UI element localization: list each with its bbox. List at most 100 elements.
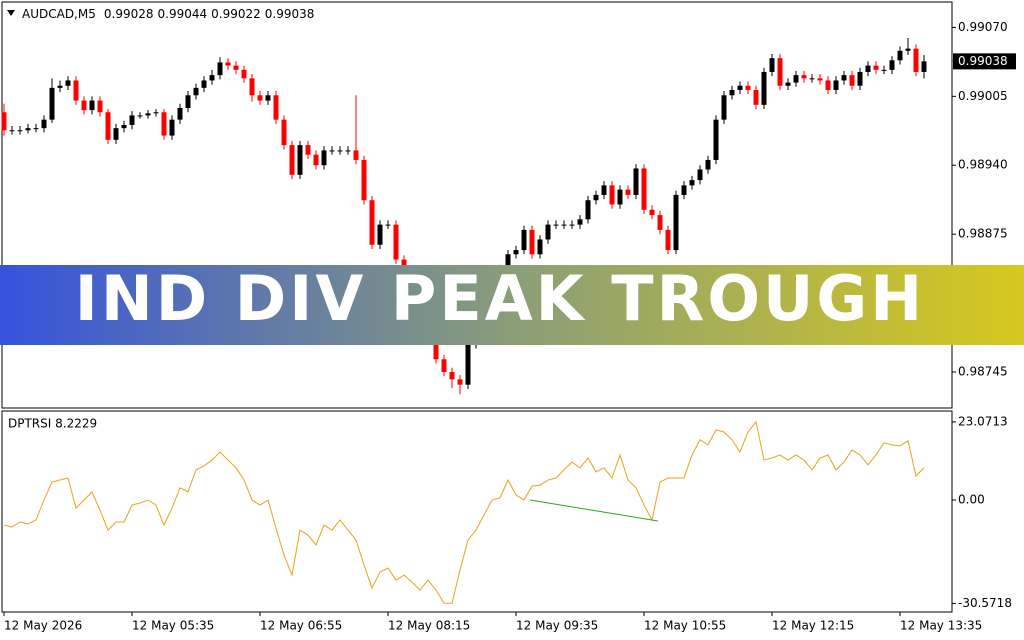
candle-body bbox=[897, 50, 903, 61]
candle-body bbox=[889, 60, 895, 70]
candle-body bbox=[329, 150, 335, 152]
candle-body bbox=[817, 78, 823, 81]
candle-body bbox=[105, 112, 111, 140]
banner bbox=[0, 265, 1024, 345]
menu-triangle[interactable] bbox=[7, 10, 15, 16]
y-tick-label: 0.00 bbox=[958, 492, 985, 506]
candle-body bbox=[41, 119, 47, 129]
candle-body bbox=[169, 119, 175, 136]
y-tick-label: -30.5718 bbox=[958, 596, 1012, 610]
candle-body bbox=[353, 150, 359, 160]
candle-body bbox=[577, 219, 583, 225]
candle-body bbox=[137, 115, 143, 117]
candle-body bbox=[841, 75, 847, 81]
candle-body bbox=[177, 108, 183, 120]
candle-body bbox=[913, 48, 919, 72]
candle-body bbox=[593, 194, 599, 201]
candle-body bbox=[393, 224, 399, 260]
candle-body bbox=[905, 48, 911, 51]
candle-body bbox=[241, 69, 247, 79]
candle-body bbox=[449, 371, 455, 380]
candle-body bbox=[49, 87, 55, 120]
candle-body bbox=[513, 250, 519, 255]
candle-body bbox=[529, 229, 535, 255]
candle-body bbox=[305, 145, 311, 155]
x-tick-label: 12 May 10:55 bbox=[644, 619, 726, 633]
candle-body bbox=[689, 180, 695, 186]
header-high: 0.99044 bbox=[158, 7, 208, 21]
candle-body bbox=[737, 85, 743, 90]
candle-body bbox=[601, 185, 607, 195]
price-panel bbox=[1, 1, 953, 409]
candle-body bbox=[553, 224, 559, 226]
candle-body bbox=[769, 58, 775, 72]
candle-body bbox=[569, 224, 575, 226]
candle-body bbox=[233, 65, 239, 70]
divergence-line bbox=[529, 499, 659, 522]
candle-body bbox=[809, 78, 815, 80]
candle-body bbox=[657, 215, 663, 230]
candle-body bbox=[377, 224, 383, 245]
candle-body bbox=[761, 71, 767, 105]
candle-body bbox=[113, 128, 119, 140]
header-low: 0.99022 bbox=[211, 7, 261, 21]
candle-body bbox=[505, 254, 511, 270]
candle-body bbox=[161, 112, 167, 136]
candle-body bbox=[81, 100, 87, 111]
candle-body bbox=[921, 61, 927, 72]
y-tick-label: 0.98745 bbox=[958, 364, 1008, 378]
candle-body bbox=[265, 95, 271, 101]
candle-body bbox=[33, 128, 39, 130]
candle-body bbox=[297, 145, 303, 175]
candle-body bbox=[257, 95, 263, 101]
candle-body bbox=[545, 224, 551, 240]
candle-body bbox=[433, 339, 439, 360]
indicator-line bbox=[3, 420, 925, 604]
y-tick-label: 0.99005 bbox=[958, 89, 1008, 103]
candle-body bbox=[881, 69, 887, 71]
candle-body bbox=[721, 95, 727, 120]
candle-body bbox=[729, 89, 735, 96]
candle-body bbox=[65, 80, 71, 86]
candle-body bbox=[185, 95, 191, 109]
candle-body bbox=[681, 185, 687, 195]
candle-body bbox=[1, 112, 7, 131]
candle-body bbox=[833, 80, 839, 90]
candle-body bbox=[457, 379, 463, 385]
candle-body bbox=[217, 62, 223, 76]
candle-body bbox=[193, 87, 199, 96]
candle-body bbox=[793, 75, 799, 83]
candle-body bbox=[857, 71, 863, 86]
candle-body bbox=[537, 239, 543, 255]
candle-body bbox=[73, 80, 79, 101]
candle-body bbox=[441, 359, 447, 372]
indicator-panel bbox=[1, 410, 953, 613]
y-tick-label: 0.98940 bbox=[958, 158, 1008, 172]
candle-body bbox=[337, 150, 343, 152]
candle-body bbox=[873, 65, 879, 70]
symbol: AUDCAD,M5 bbox=[22, 7, 96, 21]
x-tick-label: 12 May 05:35 bbox=[132, 619, 214, 633]
candle-body bbox=[641, 168, 647, 210]
y-tick-label: 0.98875 bbox=[958, 227, 1008, 241]
candle-body bbox=[745, 85, 751, 90]
y-tick-label: 0.99070 bbox=[958, 20, 1008, 34]
banner-title: IND DIV PEAK TROUGH bbox=[75, 262, 925, 335]
candle-body bbox=[249, 78, 255, 96]
candle-body bbox=[9, 130, 15, 132]
candle-body bbox=[609, 185, 615, 205]
candle-body bbox=[209, 75, 215, 81]
candle-body bbox=[273, 95, 279, 120]
header-open: 0.99028 bbox=[104, 7, 154, 21]
candle-body bbox=[385, 224, 391, 226]
candle-body bbox=[345, 150, 351, 152]
y-tick-label: 23.0713 bbox=[958, 414, 1008, 428]
candle-body bbox=[89, 100, 95, 111]
candle-body bbox=[57, 85, 63, 88]
candle-body bbox=[705, 159, 711, 170]
candle-body bbox=[225, 62, 231, 66]
candle-body bbox=[25, 128, 31, 131]
candle-body bbox=[785, 82, 791, 86]
x-tick-label: 12 May 13:35 bbox=[900, 619, 982, 633]
